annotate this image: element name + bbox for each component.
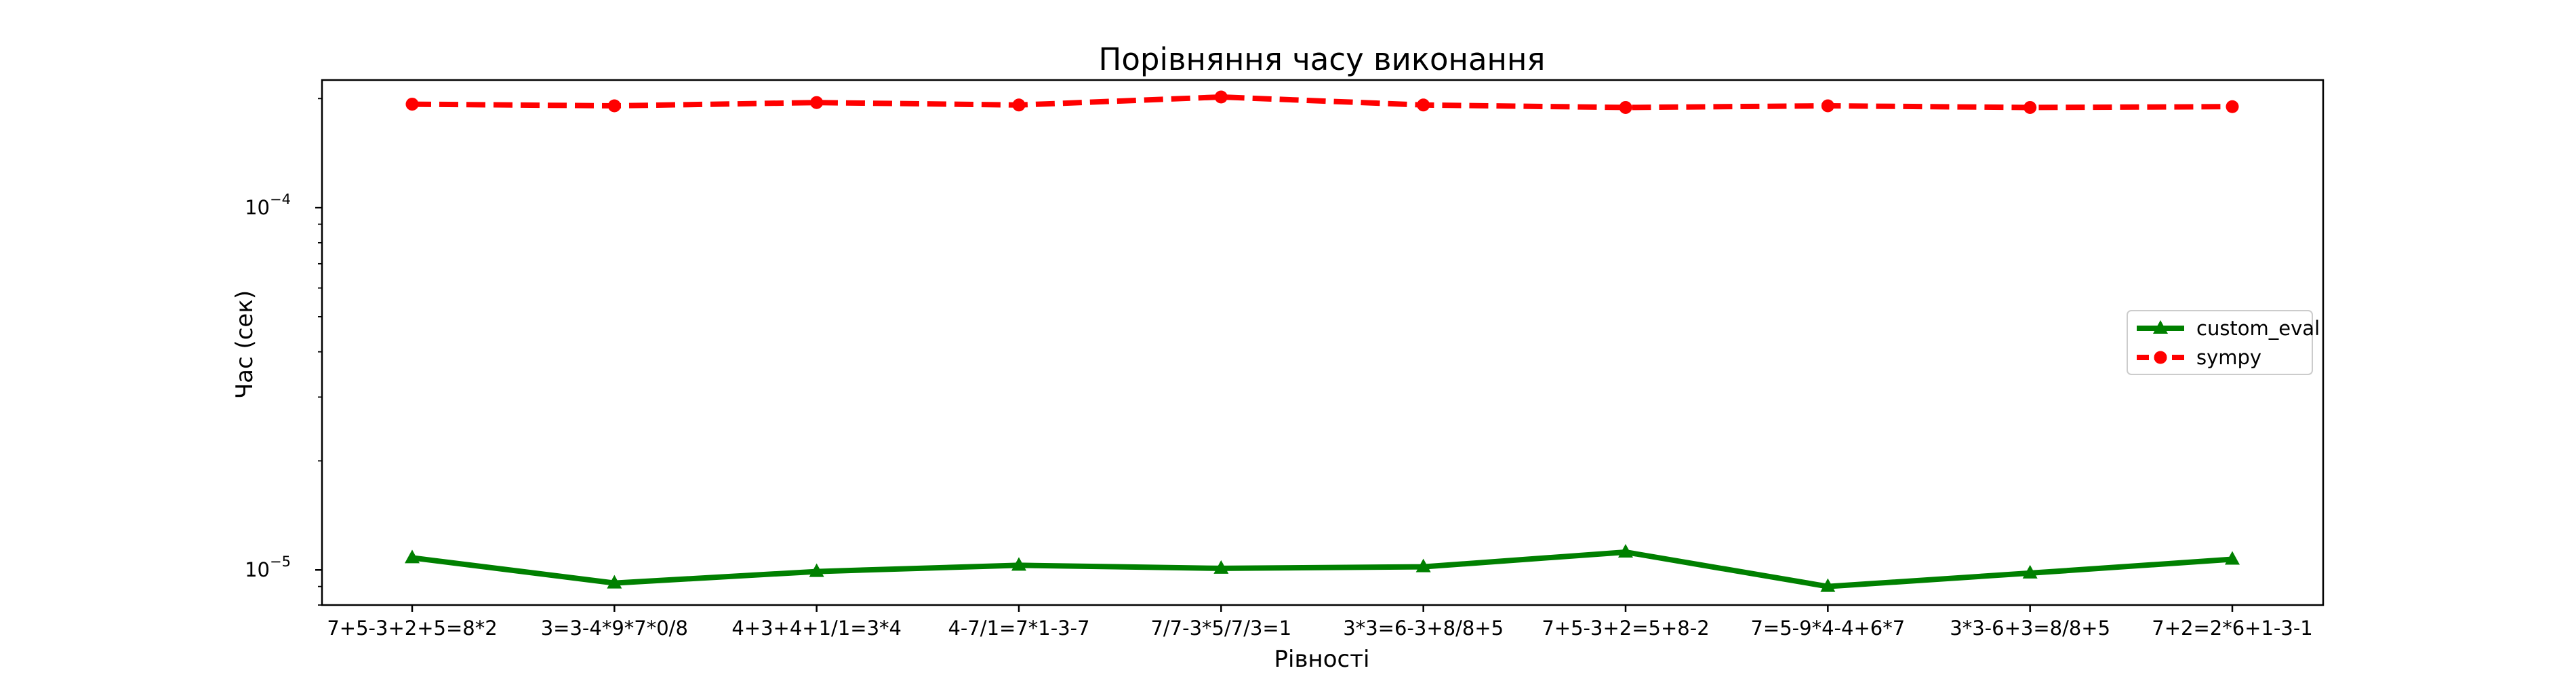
chart-title: Порівняння часу виконання — [1099, 41, 1546, 77]
data-point — [2226, 100, 2239, 113]
series-sympy — [405, 90, 2239, 114]
data-point — [809, 563, 824, 577]
x-tick-label: 3=3-4*9*7*0/8 — [541, 617, 688, 640]
x-axis-label: Рівності — [1274, 646, 1370, 673]
legend-label-custom_eval: custom_eval — [2196, 317, 2320, 340]
data-point — [2022, 564, 2038, 579]
x-tick-label: 7+2=2*6+1-3-1 — [2152, 617, 2312, 640]
plot-area-frame — [321, 79, 2325, 606]
axis-ticks: 7+5-3+2+5=8*2 3=3-4*9*7*0/8 4+3+4+1/1=3*4 4… — [245, 98, 2313, 640]
data-point — [405, 549, 420, 564]
x-tick-label: 7=5-9*4-4+6*7 — [1750, 617, 1905, 640]
data-point — [1619, 100, 1632, 114]
x-tick-label: 4+3+4+1/1=3*4 — [731, 617, 902, 640]
x-tick-label: 3*3=6-3+8/8+5 — [1343, 617, 1504, 640]
series-line — [411, 94, 2233, 111]
y-axis-label: Час (сек) — [231, 290, 258, 399]
x-tick-label: 7+5-3+2=5+8-2 — [1542, 617, 1709, 640]
legend-label-sympy: sympy — [2196, 346, 2261, 369]
x-tick-label: 4-7/1=7*1-3-7 — [948, 617, 1089, 640]
series-custom_eval — [405, 543, 2240, 592]
series-line — [411, 549, 2233, 589]
data-point — [1012, 98, 1026, 112]
data-point — [1821, 99, 1834, 113]
x-tick-label: 7/7-3*5/7/3=1 — [1150, 617, 1291, 640]
data-point — [1011, 557, 1026, 571]
data-point — [1417, 98, 1430, 112]
data-point — [2024, 100, 2037, 114]
data-point — [1618, 543, 1633, 558]
data-point — [2225, 551, 2240, 565]
y-tick-label-exponent: −4 — [270, 191, 291, 208]
y-tick-label-exponent: −5 — [270, 553, 291, 570]
data-point — [1214, 90, 1228, 104]
data-point — [607, 575, 622, 589]
data-point — [1820, 578, 1836, 592]
legend-marker-sympy — [2154, 351, 2167, 364]
series-layer — [405, 90, 2240, 592]
legend-marker-custom_eval — [2153, 320, 2168, 334]
x-tick-label: 3*3-6+3=8/8+5 — [1950, 617, 2110, 640]
data-point — [810, 96, 824, 109]
data-point — [607, 99, 621, 113]
data-point — [1415, 558, 1431, 572]
data-point — [1213, 560, 1229, 574]
x-tick-label: 7+5-3+2+5=8*2 — [327, 617, 497, 640]
data-point — [405, 98, 419, 111]
